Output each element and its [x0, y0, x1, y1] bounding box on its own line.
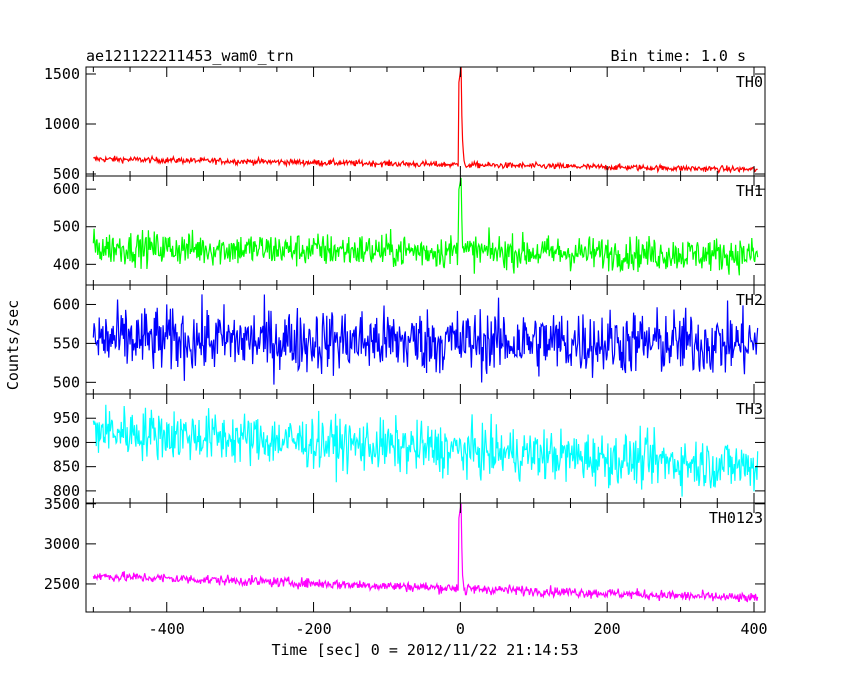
x-tick-label: 200	[594, 620, 621, 638]
y-tick-label: 400	[53, 255, 80, 273]
panel-th0123: 2500 3000 3500 TH0123	[44, 495, 766, 613]
x-tick-label: 0	[456, 620, 465, 638]
y-tick-label: 950	[53, 409, 80, 427]
y-tick-label: 500	[53, 218, 80, 236]
panel-frame	[85, 175, 766, 286]
x-axis-label: Time [sec] 0 = 2012/11/22 21:14:53	[271, 641, 578, 659]
chart-title: ae121122211453_wam0_trn	[86, 47, 294, 65]
y-tick-label: 850	[53, 458, 80, 476]
y-tick-label: 1500	[44, 65, 80, 83]
panel-frame	[85, 502, 766, 613]
panel-label-th2: TH2	[736, 291, 763, 309]
series-line-th1	[92, 177, 759, 276]
y-tick-label: 2500	[44, 575, 80, 593]
panel-th1: 400 500 600 TH1	[53, 175, 766, 286]
series-line-th2	[92, 294, 759, 385]
y-tick-label: 900	[53, 433, 80, 451]
y-axis-label: Counts/sec	[4, 300, 22, 390]
y-tick-label: 600	[53, 295, 80, 313]
panel-th0: 500 1000 1500 TH0	[44, 65, 766, 183]
y-tick-label: 800	[53, 482, 80, 500]
series-line-th0	[93, 66, 758, 175]
y-tick-label: 1000	[44, 115, 80, 133]
y-tick-label: 600	[53, 180, 80, 198]
x-tick-label: -200	[295, 620, 331, 638]
y-tick-label: 3000	[44, 535, 80, 553]
bin-time-label: Bin time: 1.0 s	[611, 47, 746, 65]
panel-label-th0123: TH0123	[709, 509, 763, 527]
y-tick-label: 3500	[44, 495, 80, 513]
series-line-th3	[92, 404, 759, 497]
panel-label-th0: TH0	[736, 73, 763, 91]
panel-label-th3: TH3	[736, 400, 763, 418]
panel-th2: 500 550 600 TH2	[53, 284, 766, 395]
y-tick-label: 550	[53, 334, 80, 352]
x-tick-label: 400	[740, 620, 767, 638]
series-line-th0123	[92, 503, 759, 603]
x-tick-label: -400	[149, 620, 185, 638]
y-tick-label: 500	[53, 373, 80, 391]
y-tick-label: 500	[53, 165, 80, 183]
panel-label-th1: TH1	[736, 182, 763, 200]
panel-th3: 800 850 900 950 TH3	[53, 393, 766, 504]
